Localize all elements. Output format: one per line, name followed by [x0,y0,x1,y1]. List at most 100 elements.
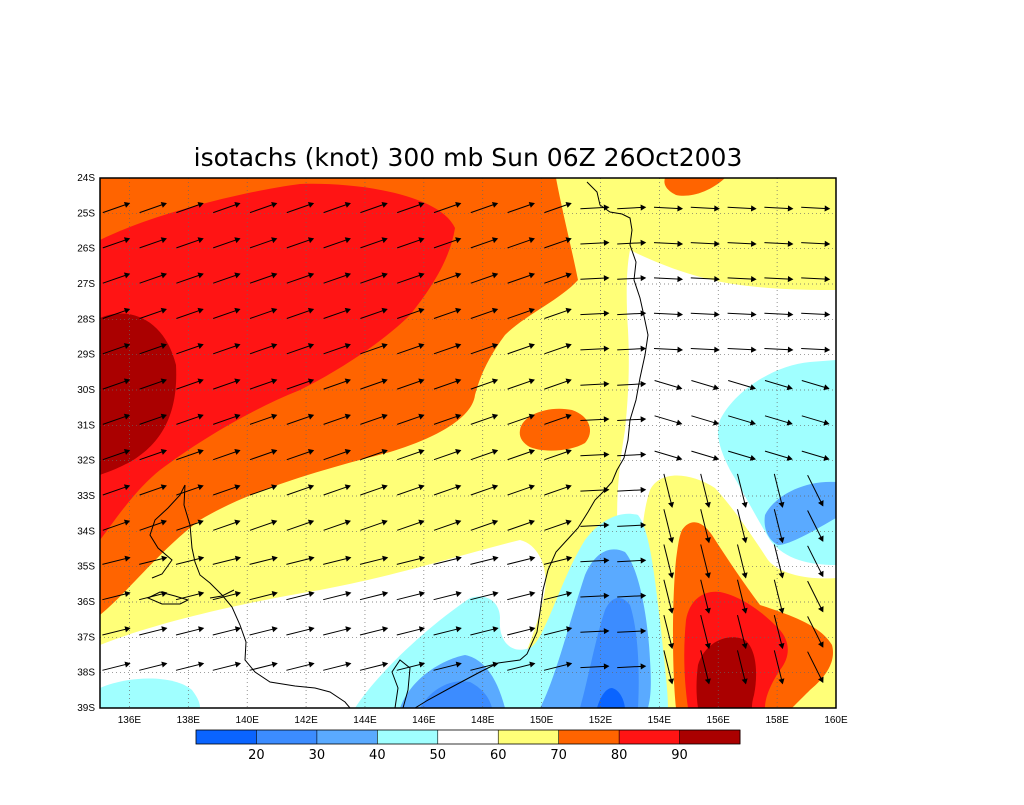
wind-vector [397,343,425,355]
wind-vector [433,626,462,636]
colorbar-swatch [377,730,439,744]
wind-vector [580,451,610,458]
wind-vector [507,237,535,249]
wind-vector [433,449,462,461]
wind-vector [433,272,462,284]
wind-vector [728,380,756,391]
wind-vector [507,272,535,284]
wind-vector [507,555,536,565]
wind-vector [286,661,315,671]
isotach-shading [100,178,836,708]
wind-vector [176,519,204,531]
wind-vector [102,272,131,284]
wind-vector [213,201,241,214]
wind-vector [175,626,205,636]
wind-vector [102,378,131,390]
wind-vector [737,614,748,650]
band-30-40-east [764,481,836,545]
wind-vector [397,519,425,531]
wind-vector [764,346,794,353]
wind-vector [433,307,462,319]
wind-vector [249,237,278,249]
wind-vector [175,661,205,671]
wind-vector [249,519,278,531]
wind-vector [323,413,351,425]
wind-vector [801,205,831,212]
wind-vector [139,555,168,565]
wind-vector [617,239,647,246]
colorbar-swatch [619,730,680,744]
wind-vector [691,415,720,426]
wind-vector [433,555,462,565]
wind-vector [286,449,315,461]
lon-tick-label: 148E [471,715,495,726]
wind-vector [249,484,278,496]
lat-tick-label: 24S [77,173,95,184]
wind-vector [737,544,748,579]
wind-vector [617,451,647,458]
wind-vector [580,592,610,599]
lat-lon-grid [100,178,836,708]
wind-vector [580,628,610,635]
wind-vector [213,378,241,390]
wind-vector [397,272,425,284]
wind-vector [213,413,241,425]
wind-vector [507,413,535,425]
colorbar-swatch [558,730,620,744]
wind-vector [249,449,278,461]
lon-tick-label: 150E [530,715,554,726]
wind-vector [323,519,351,531]
wind-vector [617,557,647,564]
wind-vector [507,590,536,601]
wind-vector [397,413,425,425]
wind-vector [617,380,647,388]
lat-tick-label: 37S [77,632,95,643]
wind-vector [139,661,168,671]
wind-vector [433,343,462,355]
wind-vector [397,201,425,214]
colorbar-swatch [256,730,318,744]
wind-vector [764,205,794,212]
wind-vector [323,590,352,601]
wind-vector [653,205,684,212]
wind-vector [175,555,205,565]
wind-vector [617,416,647,423]
wind-vector [580,416,610,423]
wind-vector [433,378,462,390]
wind-vector [397,449,425,461]
colorbar-swatch [196,730,257,744]
wind-vector [807,616,824,648]
wind-vector [470,484,499,496]
wind-vector [470,519,499,531]
band-90-east [696,637,757,708]
wind-vector [323,484,351,496]
wind-vector [617,345,647,352]
wind-vector [580,204,610,211]
wind-vector [580,239,610,246]
wind-vector [580,663,610,670]
lat-tick-label: 35S [77,562,95,573]
wind-vector [470,661,499,671]
wind-vector [801,380,830,391]
wind-vector [249,307,278,319]
lon-tick-label: 152E [589,715,613,726]
wind-vector [102,449,131,461]
band-70-80-blob [519,408,591,451]
wind-vector [544,449,572,461]
wind-vector [359,590,389,601]
wind-vector [139,484,167,496]
wind-vector [433,413,462,425]
wind-vector [323,343,351,355]
lat-tick-label: 26S [77,244,95,255]
wind-vector [764,276,794,283]
wind-vector [249,201,278,214]
wind-vector [617,204,647,211]
wind-vector [176,449,204,461]
band-70-80-top [664,178,725,196]
wind-vector [470,413,499,425]
wind-vector [102,661,131,671]
wind-vector [801,415,830,426]
wind-vector [700,509,711,544]
wind-vector [213,272,241,284]
wind-vector [807,651,824,684]
